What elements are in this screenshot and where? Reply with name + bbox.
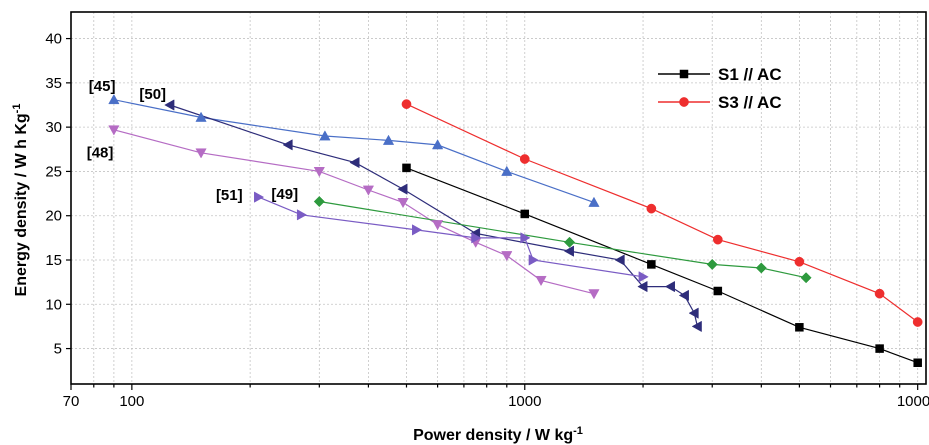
annotation-label: [51] [216,187,243,204]
data-point [875,344,884,353]
plot-area [108,93,923,367]
data-point [713,286,723,296]
data-point [254,191,265,203]
data-point [563,236,576,248]
data-point [519,154,530,164]
data-point [646,203,657,214]
data-point [664,280,675,293]
data-point [501,165,513,176]
data-point [471,232,482,244]
y-tick-label: 5 [54,341,62,358]
axes [70,11,927,385]
data-point [874,288,885,299]
legend-label: S3 // AC [718,93,782,112]
series-line-5 [258,196,644,278]
data-point [382,134,395,145]
data-point [706,258,718,270]
series-line-1 [406,103,919,323]
y-axis-title: Energy density / W h Kg-1 [11,104,30,297]
legend: S1 // AC S3 // AC [658,65,782,112]
y-tick-label: 35 [45,75,62,92]
data-point [647,260,656,269]
data-point [402,163,411,173]
data-point [795,323,804,332]
data-point [913,358,922,367]
annotation-label: [50] [139,86,166,103]
data-point [397,198,409,209]
data-point [794,256,805,267]
y-tick-label: 40 [45,31,62,48]
data-point [800,272,812,284]
data-point [164,99,175,111]
data-point [520,209,530,219]
y-tick-label: 20 [45,208,62,225]
x-tick-label: 70 [63,393,80,410]
data-point [588,289,600,300]
legend-label: S1 // AC [718,65,782,84]
series-line-0 [406,167,918,364]
x-tick-label: 10000 [897,393,929,410]
data-point [412,224,423,236]
annotations: [45] [50] [48] [51] [49] [87,78,298,204]
data-point [195,148,207,159]
data-point [349,156,360,169]
data-point [588,196,600,207]
data-point [614,254,625,266]
data-point [637,280,648,293]
data-point [501,251,513,262]
y-tick-label: 30 [45,119,62,136]
legend-marker [679,69,689,79]
series-line-3 [169,104,698,327]
annotation-label: [45] [89,78,116,95]
data-point [638,271,649,283]
data-point [431,220,444,231]
y-tick-label: 25 [45,163,62,180]
data-point [313,167,325,178]
x-tick-label: 100 [119,393,144,410]
data-point [282,139,293,151]
data-point [520,232,531,244]
series-line-2 [113,99,595,203]
x-axis-title: Power density / W kg-1 [413,425,583,444]
data-point [431,139,444,150]
data-point [108,125,120,136]
data-point [678,289,689,302]
annotation-label: [48] [87,144,114,161]
y-tick-label: 15 [45,252,62,269]
y-tick-label: 10 [45,296,62,313]
data-point [755,262,767,274]
plot-frame [70,11,927,385]
legend-marker [679,97,689,107]
data-point [563,245,574,257]
data-point [319,130,331,141]
data-point [528,254,539,266]
annotation-label: [49] [271,186,298,203]
data-point [362,185,375,196]
series-line-6 [319,200,807,279]
x-tick-label: 1000 [508,393,541,410]
data-point [535,275,547,287]
data-point [401,99,412,109]
data-point [108,93,120,105]
data-point [688,307,699,319]
data-point [313,195,325,208]
data-point [296,209,308,221]
grid [70,12,926,384]
ticks: 70 100 1000 10000 5 10 15 20 25 30 35 40 [45,31,929,410]
data-point [195,111,207,122]
data-point [691,320,702,333]
series-line-4 [113,129,595,295]
data-point [712,234,723,245]
data-point [912,317,923,327]
data-point [397,183,408,195]
